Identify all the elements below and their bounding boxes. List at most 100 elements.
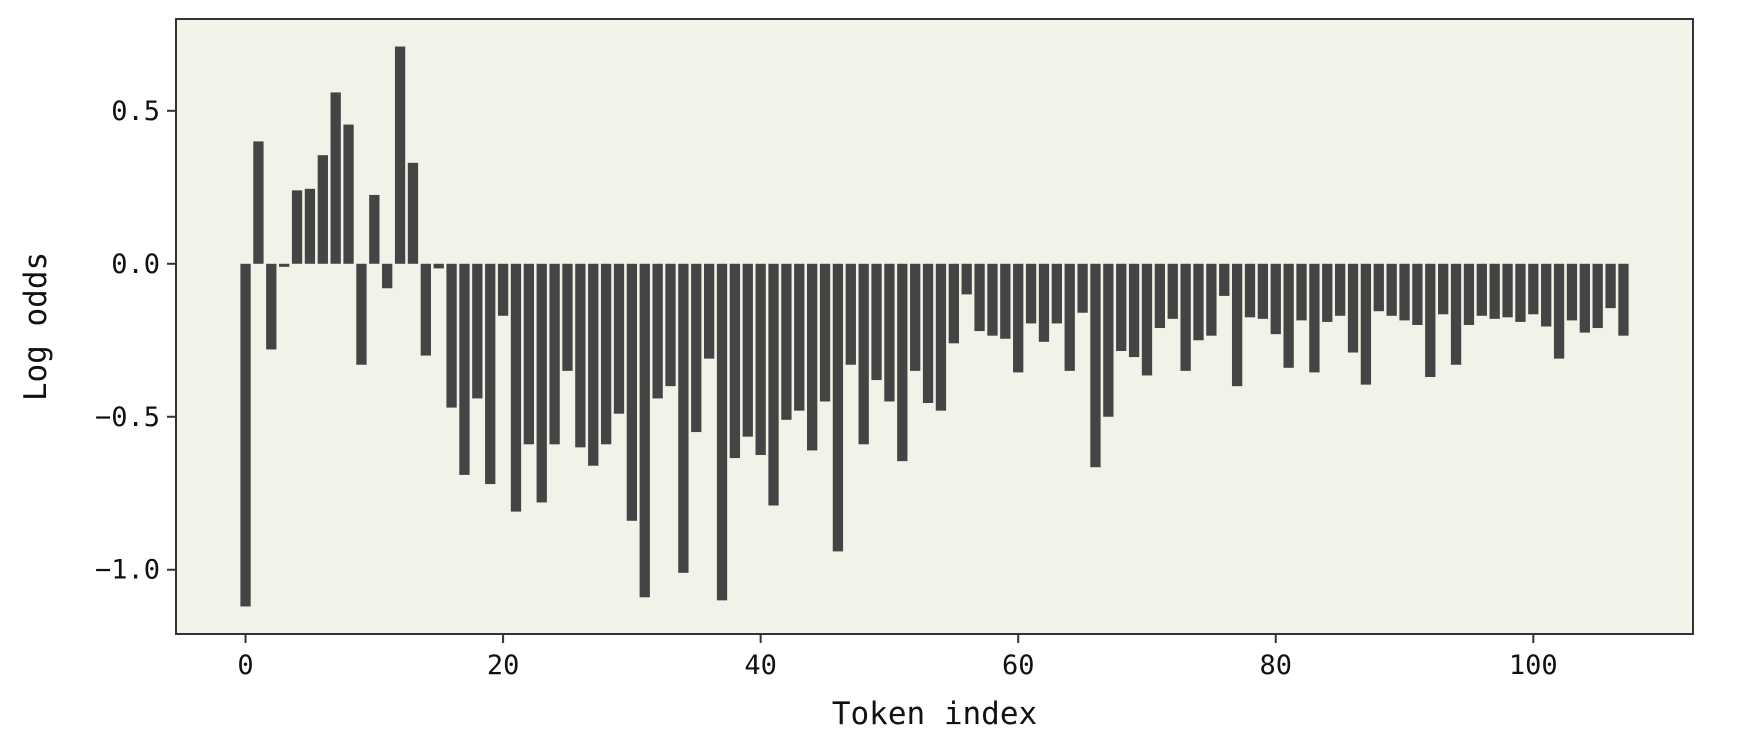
bar-token-29 — [613, 263, 625, 414]
bar-token-18 — [472, 263, 483, 399]
bar-token-83 — [1309, 263, 1320, 373]
bar-token-75 — [1206, 263, 1217, 336]
bar-token-30 — [626, 263, 638, 521]
bar-token-62 — [1038, 263, 1050, 342]
y-tick-label: 0.5 — [111, 96, 160, 127]
bar-token-71 — [1154, 263, 1166, 329]
bar-token-48 — [858, 263, 869, 445]
bar-token-68 — [1116, 263, 1127, 351]
bar-token-90 — [1399, 263, 1410, 321]
bar-token-58 — [987, 263, 998, 336]
bar-token-55 — [948, 263, 959, 344]
bar-token-70 — [1141, 263, 1153, 376]
bar-token-80 — [1270, 263, 1281, 335]
bar-token-13 — [407, 162, 419, 264]
bar-token-65 — [1077, 263, 1088, 313]
bar-token-93 — [1438, 263, 1449, 315]
bar-token-7 — [330, 92, 341, 264]
bar-token-26 — [575, 263, 586, 448]
bar-token-44 — [807, 263, 818, 451]
bar-token-0 — [240, 263, 251, 607]
bar-token-25 — [562, 263, 573, 371]
bar-token-16 — [446, 263, 457, 408]
bar-token-32 — [652, 263, 663, 399]
bar-token-28 — [600, 263, 612, 445]
bar-token-41 — [768, 263, 779, 506]
bar-token-81 — [1283, 263, 1294, 368]
bar-token-107 — [1618, 263, 1629, 336]
bar-token-99 — [1515, 263, 1526, 322]
bar-token-54 — [935, 263, 947, 411]
bar-token-89 — [1386, 263, 1397, 316]
bar-token-38 — [729, 263, 741, 459]
y-tick-label: −1.0 — [95, 555, 160, 586]
bar-token-9 — [356, 263, 367, 365]
bar-token-105 — [1592, 263, 1603, 329]
bar-token-46 — [832, 263, 844, 552]
bar-token-19 — [485, 263, 496, 485]
bar-token-95 — [1463, 263, 1475, 325]
bar-token-23 — [536, 263, 547, 503]
bar-token-85 — [1335, 263, 1346, 316]
bar-token-51 — [897, 263, 908, 462]
bar-token-57 — [974, 263, 985, 332]
bar-token-10 — [369, 194, 380, 264]
bar-token-61 — [1025, 263, 1037, 324]
plot-area-frame — [175, 18, 1694, 635]
bar-token-69 — [1128, 263, 1140, 358]
bar-token-15 — [433, 263, 444, 269]
bar-token-49 — [871, 263, 882, 381]
bar-token-8 — [343, 124, 354, 264]
bar-token-53 — [922, 263, 934, 403]
bar-token-97 — [1489, 263, 1500, 319]
x-tick-label: 80 — [1260, 650, 1293, 681]
bar-token-92 — [1425, 263, 1436, 377]
bar-token-52 — [910, 263, 921, 371]
bar-token-106 — [1605, 263, 1616, 309]
bar-token-77 — [1231, 263, 1243, 387]
bar-token-27 — [588, 263, 599, 466]
bar-token-63 — [1051, 263, 1062, 324]
bar-token-76 — [1219, 263, 1230, 296]
bar-token-1 — [253, 141, 264, 264]
bar-token-21 — [510, 263, 522, 512]
y-tick-label: −0.5 — [95, 402, 160, 433]
bar-token-100 — [1528, 263, 1539, 315]
bar-token-102 — [1553, 263, 1565, 359]
bar-token-59 — [1000, 263, 1011, 339]
bar-token-22 — [523, 263, 534, 445]
bar-token-87 — [1360, 263, 1372, 385]
bar-token-73 — [1180, 263, 1191, 371]
bar-token-40 — [755, 263, 766, 456]
x-axis: 0 20 40 60 80 100 — [237, 634, 1558, 681]
bar-token-103 — [1566, 263, 1578, 321]
bar-token-45 — [819, 263, 831, 402]
bar-token-39 — [742, 263, 753, 437]
bar-token-3 — [279, 263, 290, 267]
bar-token-64 — [1064, 263, 1075, 371]
bar-token-14 — [420, 263, 431, 356]
bar-token-34 — [678, 263, 689, 573]
bar-token-20 — [497, 263, 509, 316]
bar-token-72 — [1167, 263, 1178, 319]
x-tick-label: 60 — [1002, 650, 1035, 681]
bars-group — [240, 46, 1629, 607]
bar-token-86 — [1347, 263, 1359, 353]
bar-token-33 — [665, 263, 676, 387]
bar-token-84 — [1322, 263, 1333, 322]
bar-token-50 — [884, 263, 895, 402]
bar-token-74 — [1193, 263, 1204, 341]
y-axis: 0.5 0.0 −0.5 −1.0 — [95, 96, 176, 586]
bar-token-17 — [459, 263, 470, 475]
bar-token-98 — [1502, 263, 1513, 318]
bar-token-37 — [716, 263, 728, 601]
bar-token-94 — [1450, 263, 1462, 365]
bar-token-31 — [639, 263, 650, 598]
bar-token-66 — [1090, 263, 1101, 468]
bar-token-5 — [304, 188, 316, 264]
y-tick-label: 0.0 — [111, 249, 160, 280]
bar-token-60 — [1013, 263, 1024, 373]
x-tick-label: 20 — [487, 650, 520, 681]
